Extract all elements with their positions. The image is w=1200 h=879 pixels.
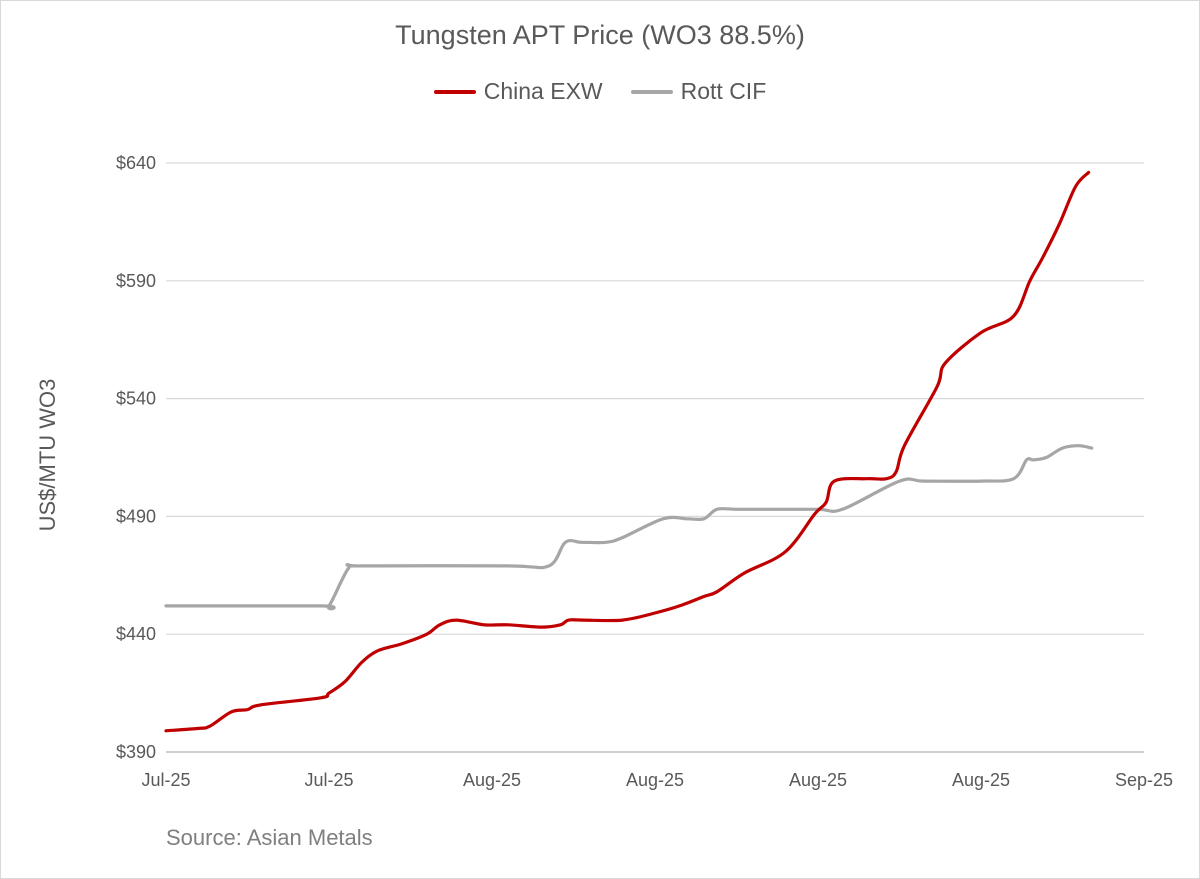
x-tick-label: Aug-25 — [626, 770, 684, 790]
y-tick-label: $440 — [116, 624, 156, 644]
legend-label-china-exw: China EXW — [483, 78, 603, 104]
legend-entry-rott-cif: Rott CIF — [630, 78, 767, 105]
legend-swatch-rott-cif — [630, 89, 673, 94]
series-line-china-exw — [164, 170, 1091, 733]
y-tick-label: $540 — [116, 389, 156, 409]
legend-entry-china-exw: China EXW — [433, 78, 603, 105]
chart-title: Tungsten APT Price (WO3 88.5%) — [395, 20, 805, 50]
x-tick-label: Aug-25 — [463, 770, 521, 790]
x-tick-label: Sep-25 — [1115, 770, 1173, 790]
x-tick-label: Jul-25 — [304, 770, 353, 790]
legend-label-rott-cif: Rott CIF — [680, 78, 767, 104]
legend-swatch-china-exw — [433, 89, 476, 94]
source-note: Source: Asian Metals — [166, 825, 373, 850]
y-tick-label: $640 — [116, 153, 156, 173]
x-tick-label: Aug-25 — [789, 770, 847, 790]
y-tick-label: $390 — [116, 742, 156, 762]
y-tick-label: $490 — [116, 506, 156, 526]
series-line-rott-cif — [164, 444, 1094, 611]
x-tick-label: Aug-25 — [952, 770, 1010, 790]
chart-legend: China EXW Rott CIF — [0, 78, 1200, 105]
x-tick-label: Jul-25 — [141, 770, 190, 790]
y-tick-label: $590 — [116, 271, 156, 291]
